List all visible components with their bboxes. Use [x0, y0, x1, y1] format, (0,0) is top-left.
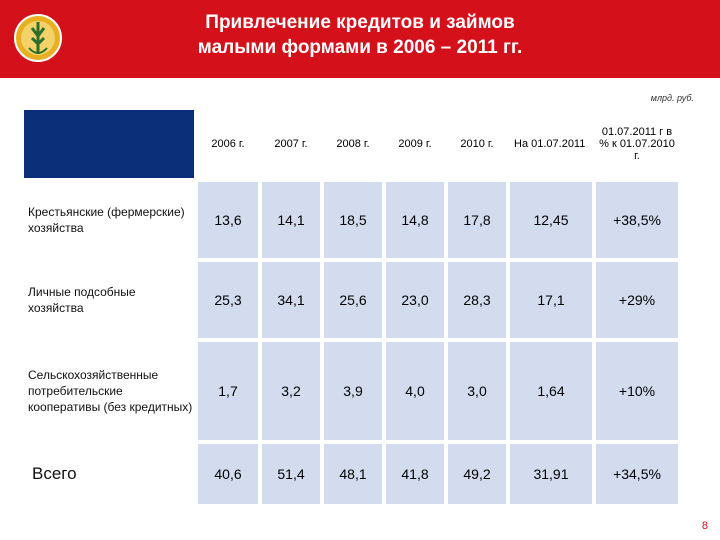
table-cell: 23,0: [386, 262, 444, 338]
table-cell: 28,3: [448, 262, 506, 338]
table-cell: 3,2: [262, 342, 320, 440]
table-cell: 48,1: [324, 444, 382, 504]
table-cell: 31,91: [510, 444, 592, 504]
title-line-1: Привлечение кредитов и займов: [205, 12, 515, 33]
table-cell: +38,5%: [596, 182, 678, 258]
table-cell: 12,45: [510, 182, 592, 258]
table-cell: 51,4: [262, 444, 320, 504]
column-header: 2007 г.: [262, 110, 320, 178]
table-cell: 3,0: [448, 342, 506, 440]
page-number: 8: [701, 520, 708, 532]
table-cell: 34,1: [262, 262, 320, 338]
table-cell: 13,6: [198, 182, 258, 258]
table-cell: +34,5%: [596, 444, 678, 504]
table-cell: 14,1: [262, 182, 320, 258]
table-cell: 14,8: [386, 182, 444, 258]
row-label-total: Всего: [24, 444, 194, 504]
header-bar: Привлечение кредитов и займов малыми фор…: [0, 0, 720, 78]
table-row: Крестьянские (фермерские) хозяйства 13,6…: [24, 182, 678, 258]
table-cell: 41,8: [386, 444, 444, 504]
logo-icon: [14, 14, 62, 62]
column-header: На 01.07.2011: [510, 110, 592, 178]
table-cell: 1,7: [198, 342, 258, 440]
table-cell: 17,1: [510, 262, 592, 338]
table-cell: 3,9: [324, 342, 382, 440]
table-row: Сельскохозяйственные потребительские коо…: [24, 342, 678, 440]
header-corner: [24, 110, 194, 178]
table-cell: 25,6: [324, 262, 382, 338]
column-header: 2009 г.: [386, 110, 444, 178]
title-line-2: малыми формами в 2006 – 2011 гг.: [197, 37, 523, 58]
credit-table: 2006 г. 2007 г. 2008 г. 2009 г. 2010 г. …: [20, 106, 682, 508]
table-cell: +10%: [596, 342, 678, 440]
table-cell: 40,6: [198, 444, 258, 504]
column-header: 2006 г.: [198, 110, 258, 178]
table-cell: +29%: [596, 262, 678, 338]
row-label: Личные подсобные хозяйства: [24, 262, 194, 338]
table-header-row: 2006 г. 2007 г. 2008 г. 2009 г. 2010 г. …: [24, 110, 678, 178]
table-cell: 18,5: [324, 182, 382, 258]
row-label: Сельскохозяйственные потребительские коо…: [24, 342, 194, 440]
table-cell: 25,3: [198, 262, 258, 338]
table-cell: 4,0: [386, 342, 444, 440]
column-header: 2010 г.: [448, 110, 506, 178]
unit-label: млрд. руб.: [650, 93, 694, 103]
table-cell: 1,64: [510, 342, 592, 440]
table-row: Личные подсобные хозяйства 25,3 34,1 25,…: [24, 262, 678, 338]
row-label: Крестьянские (фермерские) хозяйства: [24, 182, 194, 258]
table-row-total: Всего 40,6 51,4 48,1 41,8 49,2 31,91 +34…: [24, 444, 678, 504]
page-title: Привлечение кредитов и займов малыми фор…: [80, 10, 640, 60]
column-header: 2008 г.: [324, 110, 382, 178]
column-header: 01.07.2011 г в % к 01.07.2010 г.: [596, 110, 678, 178]
table-cell: 17,8: [448, 182, 506, 258]
table-cell: 49,2: [448, 444, 506, 504]
